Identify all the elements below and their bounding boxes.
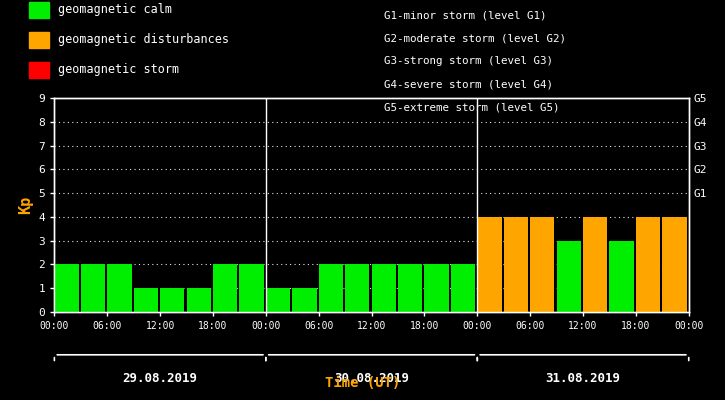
Text: G5-extreme storm (level G5): G5-extreme storm (level G5) <box>384 103 560 113</box>
Bar <box>266 288 290 312</box>
Bar <box>80 264 105 312</box>
Text: G3-strong storm (level G3): G3-strong storm (level G3) <box>384 56 553 66</box>
Bar <box>451 264 475 312</box>
Bar <box>398 264 422 312</box>
Bar <box>504 217 528 312</box>
Text: G4-severe storm (level G4): G4-severe storm (level G4) <box>384 80 553 90</box>
Bar <box>133 288 158 312</box>
Bar <box>345 264 370 312</box>
Text: Time (UT): Time (UT) <box>325 376 400 390</box>
Text: 31.08.2019: 31.08.2019 <box>545 372 621 385</box>
Bar <box>530 217 555 312</box>
Text: 30.08.2019: 30.08.2019 <box>334 372 409 385</box>
Bar <box>292 288 317 312</box>
Text: geomagnetic disturbances: geomagnetic disturbances <box>58 34 229 46</box>
Bar <box>160 288 184 312</box>
Bar <box>107 264 131 312</box>
Bar <box>371 264 396 312</box>
Bar <box>583 217 608 312</box>
Bar <box>319 264 343 312</box>
Bar <box>663 217 687 312</box>
Bar <box>557 241 581 312</box>
Text: G1-minor storm (level G1): G1-minor storm (level G1) <box>384 10 547 20</box>
Bar <box>636 217 660 312</box>
Text: 29.08.2019: 29.08.2019 <box>123 372 198 385</box>
Bar <box>186 288 211 312</box>
Y-axis label: Kp: Kp <box>18 196 33 214</box>
Bar <box>610 241 634 312</box>
Bar <box>424 264 449 312</box>
Text: geomagnetic storm: geomagnetic storm <box>58 64 179 76</box>
Text: G2-moderate storm (level G2): G2-moderate storm (level G2) <box>384 33 566 43</box>
Bar <box>54 264 79 312</box>
Bar <box>239 264 264 312</box>
Bar <box>213 264 237 312</box>
Bar <box>477 217 502 312</box>
Text: geomagnetic calm: geomagnetic calm <box>58 4 172 16</box>
